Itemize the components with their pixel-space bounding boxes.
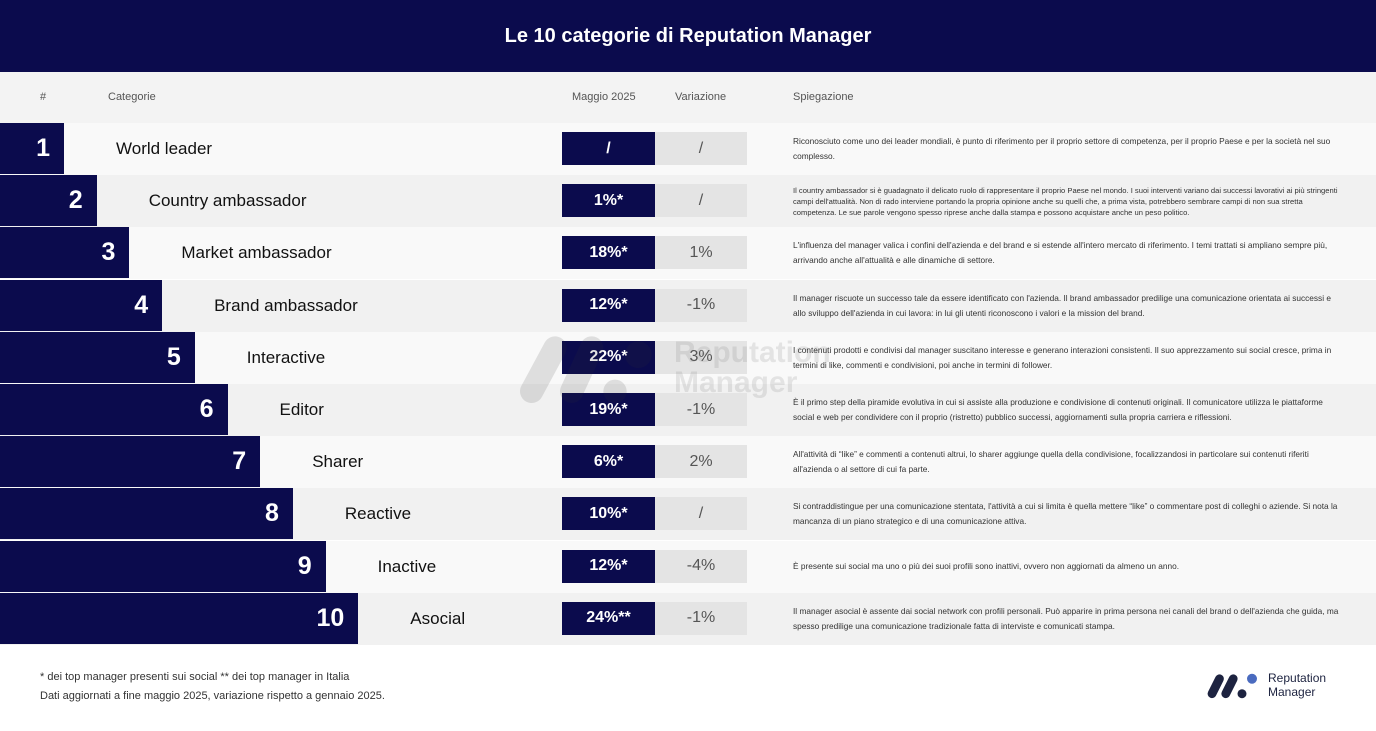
- col-category: Categorie: [108, 91, 156, 103]
- table-row: 5 Interactive 22%* 3% I contenuti prodot…: [0, 331, 1376, 384]
- explanation: Il manager asocial è assente dai social …: [793, 593, 1343, 645]
- may-value: 6%*: [562, 445, 655, 479]
- explanation-text: I contenuti prodotti e condivisi dal man…: [793, 344, 1332, 370]
- explanation-text: Il country ambassador si è guadagnato il…: [793, 185, 1338, 217]
- category-name: Sharer: [312, 452, 364, 472]
- category-name: Brand ambassador: [214, 295, 358, 315]
- rank-number: 10: [316, 603, 345, 632]
- logo-line2: Manager: [1268, 685, 1316, 699]
- rank-bar: 8: [0, 488, 293, 540]
- category-name: Reactive: [344, 504, 412, 524]
- explanation-text: Il manager riscuote un successo tale da …: [793, 292, 1331, 318]
- variation-value: -1%: [655, 288, 747, 322]
- explanation-text: Riconosciuto come uno dei leader mondial…: [793, 136, 1331, 161]
- category-name: Interactive: [246, 347, 326, 367]
- table-row: 10 Asocial 24%** -1% Il manager asocial …: [0, 592, 1376, 645]
- rank-number: 3: [101, 238, 116, 267]
- may-value: 12%*: [562, 549, 655, 583]
- page-title: Le 10 categorie di Reputation Manager: [0, 0, 1376, 72]
- table-row: 8 Reactive 10%* / Si contraddistingue pe…: [0, 488, 1376, 541]
- logo-mark-icon: [1207, 673, 1257, 699]
- category-name: World leader: [116, 139, 213, 158]
- col-num: #: [40, 91, 47, 103]
- explanation: Il manager riscuote un successo tale da …: [793, 280, 1343, 332]
- rank-number: 4: [134, 290, 149, 319]
- may-value: 24%**: [562, 601, 655, 635]
- rank-bar: 7: [0, 436, 261, 488]
- explanation-text: All'attività di “like” e commenti a cont…: [793, 449, 1309, 475]
- explanation: È il primo step della piramide evolutiva…: [793, 384, 1343, 436]
- rank-bar: 4: [0, 279, 163, 331]
- table-row: 7 Sharer 6%* 2% All'attività di “like” e…: [0, 436, 1376, 489]
- rank-bar: 9: [0, 540, 326, 592]
- category-name: Editor: [279, 400, 324, 419]
- category-name: Asocial: [410, 608, 466, 628]
- rank-number: 9: [297, 551, 312, 580]
- variation-value: /: [655, 132, 747, 165]
- explanation: Riconosciuto come uno dei leader mondial…: [793, 123, 1343, 175]
- variation-value: -1%: [655, 393, 747, 426]
- explanation-text: È il primo step della piramide evolutiva…: [793, 397, 1323, 422]
- category-name: Inactive: [377, 556, 437, 576]
- col-var: Variazione: [675, 91, 727, 103]
- variation-value: /: [655, 497, 747, 531]
- table-row: 2 Country ambassador 1%* / Il country am…: [0, 175, 1376, 228]
- variation-value: /: [655, 184, 747, 218]
- col-exp: Spiegazione: [793, 91, 854, 103]
- category-name: Country ambassador: [148, 191, 307, 211]
- rank-number: 8: [264, 499, 279, 528]
- may-value: 19%*: [562, 393, 655, 426]
- table-row: 9 Inactive 12%* -4% È presente sui socia…: [0, 540, 1376, 593]
- explanation: Si contraddistingue per una comunicazion…: [793, 488, 1343, 540]
- explanation-text: Si contraddistingue per una comunicazion…: [793, 501, 1338, 527]
- rank-bar: 6: [0, 384, 228, 435]
- explanation-text: Il manager asocial è assente dai social …: [793, 605, 1339, 631]
- variation-value: 1%: [655, 236, 747, 270]
- table-row: 3 Market ambassador 18%* 1% L'influenza …: [0, 227, 1376, 280]
- variation-value: -1%: [655, 601, 747, 635]
- footnote-legend: * dei top manager presenti sui social **…: [40, 671, 350, 683]
- col-may: Maggio 2025: [572, 91, 636, 103]
- footnote-date: Dati aggiornati a fine maggio 2025, vari…: [40, 690, 385, 702]
- rank-number: 1: [36, 134, 50, 162]
- may-value: 1%*: [562, 184, 655, 218]
- rank-number: 2: [68, 186, 83, 215]
- explanation: All'attività di “like” e commenti a cont…: [793, 436, 1343, 488]
- brand-logo: Reputation Manager: [1204, 670, 1326, 700]
- variation-value: 2%: [655, 445, 747, 479]
- table-row: 4 Brand ambassador 12%* -1% Il manager r…: [0, 279, 1376, 332]
- rank-bar: 10: [0, 592, 359, 644]
- may-value: 10%*: [562, 497, 655, 531]
- table-row: 6 Editor 19%* -1% È il primo step della …: [0, 384, 1376, 436]
- rank-bar: 5: [0, 331, 195, 383]
- explanation: Il country ambassador si è guadagnato il…: [793, 175, 1343, 227]
- rank-number: 7: [232, 447, 247, 476]
- variation-value: -4%: [655, 549, 747, 583]
- table-header: # Categorie Maggio 2025 Variazione Spieg…: [0, 72, 1376, 123]
- table-row: 1 World leader / / Riconosciuto come uno…: [0, 123, 1376, 175]
- rank-bar: 3: [0, 227, 130, 279]
- explanation: L'influenza del manager valica i confini…: [793, 227, 1343, 279]
- rank-number: 5: [166, 342, 181, 371]
- may-value: 18%*: [562, 236, 655, 270]
- rank-bar: 2: [0, 175, 97, 227]
- explanation-text: L'influenza del manager valica i confini…: [793, 240, 1328, 266]
- category-name: Market ambassador: [181, 243, 332, 263]
- may-value: /: [562, 132, 655, 165]
- variation-value: 3%: [655, 340, 747, 374]
- rank-bar: 1: [0, 123, 64, 174]
- may-value: 22%*: [562, 340, 655, 374]
- explanation: È presente sui social ma uno o più dei s…: [793, 541, 1343, 593]
- logo-line1: Reputation: [1268, 671, 1327, 685]
- rank-number: 6: [199, 395, 214, 423]
- explanation: I contenuti prodotti e condivisi dal man…: [793, 332, 1343, 384]
- may-value: 12%*: [562, 288, 655, 322]
- explanation-text: È presente sui social ma uno o più dei s…: [793, 561, 1180, 572]
